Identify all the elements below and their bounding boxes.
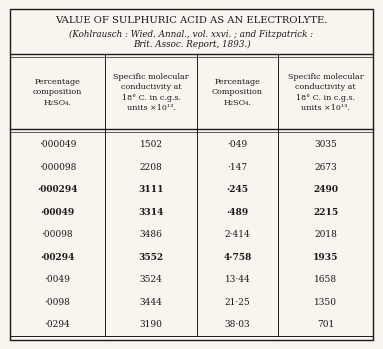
Text: 1935: 1935	[313, 253, 338, 261]
Text: 2208: 2208	[140, 163, 163, 172]
Text: 4·758: 4·758	[223, 253, 252, 261]
Text: ·000294: ·000294	[37, 185, 78, 194]
Text: 1658: 1658	[314, 275, 337, 284]
Text: Percentage
Composition
H₂SO₄.: Percentage Composition H₂SO₄.	[212, 78, 263, 107]
Text: 3486: 3486	[140, 230, 163, 239]
Text: Percentage
composition
H₂SO₄.: Percentage composition H₂SO₄.	[33, 78, 82, 107]
Text: ·0294: ·0294	[44, 320, 70, 329]
Text: Specific molecular
conductivity at
18° C. in c.g.s.
units ×10¹³.: Specific molecular conductivity at 18° C…	[288, 73, 363, 112]
Text: ·049: ·049	[228, 140, 247, 149]
Text: 2·414: 2·414	[224, 230, 250, 239]
Text: ·147: ·147	[228, 163, 247, 172]
Text: 3190: 3190	[140, 320, 163, 329]
Text: 21·25: 21·25	[224, 297, 250, 306]
Text: 2490: 2490	[313, 185, 338, 194]
Text: ·00098: ·00098	[42, 230, 73, 239]
Text: ·000098: ·000098	[39, 163, 76, 172]
Text: (Kohlrausch : Wied. Annal., vol. xxvi. ; and Fitzpatrick :: (Kohlrausch : Wied. Annal., vol. xxvi. ;…	[69, 30, 314, 39]
Text: 2215: 2215	[313, 208, 338, 216]
Text: VALUE OF SULPHURIC ACID AS AN ELECTROLYTE.: VALUE OF SULPHURIC ACID AS AN ELECTROLYT…	[55, 16, 328, 25]
Text: 701: 701	[317, 320, 334, 329]
Text: 3314: 3314	[139, 208, 164, 216]
Text: ·489: ·489	[226, 208, 249, 216]
Text: 1502: 1502	[140, 140, 163, 149]
Text: ·0049: ·0049	[44, 275, 70, 284]
Text: 13·44: 13·44	[224, 275, 250, 284]
Text: 3035: 3035	[314, 140, 337, 149]
Text: Brit. Assoc. Report, 1893.): Brit. Assoc. Report, 1893.)	[133, 40, 250, 49]
Text: ·245: ·245	[226, 185, 249, 194]
Text: ·000049: ·000049	[39, 140, 76, 149]
Text: 3524: 3524	[140, 275, 163, 284]
Text: 38·03: 38·03	[225, 320, 250, 329]
Text: Specific molecular
conductivity at
18° C. in c.g.s.
units ×10¹³.: Specific molecular conductivity at 18° C…	[113, 73, 189, 112]
Text: 2673: 2673	[314, 163, 337, 172]
Text: ·00294: ·00294	[40, 253, 75, 261]
Text: ·00049: ·00049	[40, 208, 75, 216]
Text: 1350: 1350	[314, 297, 337, 306]
Text: 3111: 3111	[139, 185, 164, 194]
Text: 3552: 3552	[139, 253, 164, 261]
Text: 2018: 2018	[314, 230, 337, 239]
Text: ·0098: ·0098	[44, 297, 70, 306]
Text: 3444: 3444	[140, 297, 163, 306]
